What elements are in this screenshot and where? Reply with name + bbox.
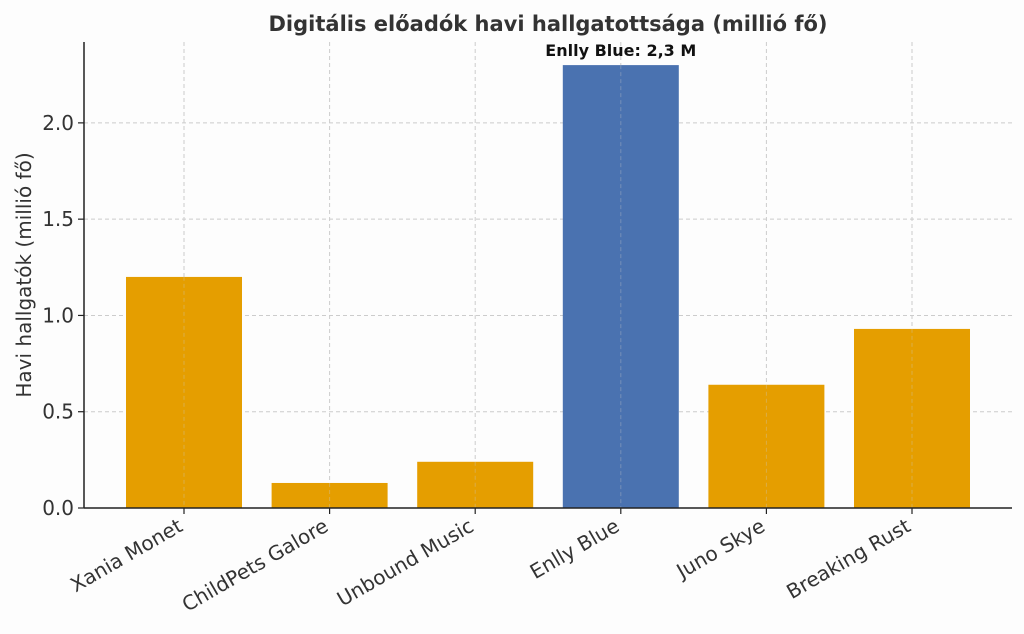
y-tick-label: 1.5 [42,207,74,231]
y-tick-label: 0.0 [42,496,74,520]
axes [83,42,1012,509]
x-tick-label: ChildPets Galore [178,514,332,617]
x-tick-label: Xania Monet [66,513,186,596]
x-tick-label: Unbound Music [333,514,478,612]
y-tick-label: 0.5 [42,400,74,424]
x-tick-label: Breaking Rust [782,513,914,603]
x-tick-label: Juno Skye [671,514,769,585]
bar-enlly-blue [562,65,679,509]
x-tick-label: Enlly Blue [526,514,624,584]
y-ticks: 0.0 0.5 1.0 1.5 2.0 [42,111,84,520]
bar-unbound-music [417,461,534,508]
y-tick-label: 1.0 [42,303,74,327]
bar-juno-skye [708,384,825,508]
bar-breaking-rust [854,328,970,508]
bars [126,65,970,509]
bar-childpets-galore [271,482,388,508]
bar-value-annotation: Enlly Blue: 2,3 M [545,41,696,60]
bar-xania-monet [126,276,242,508]
annotations: Enlly Blue: 2,3 M [545,41,696,60]
chart-title: Digitális előadók havi hallgatottsága (m… [269,12,828,36]
y-axis-label: Havi hallgatók (millió fő) [12,152,36,397]
y-tick-label: 2.0 [42,111,74,135]
